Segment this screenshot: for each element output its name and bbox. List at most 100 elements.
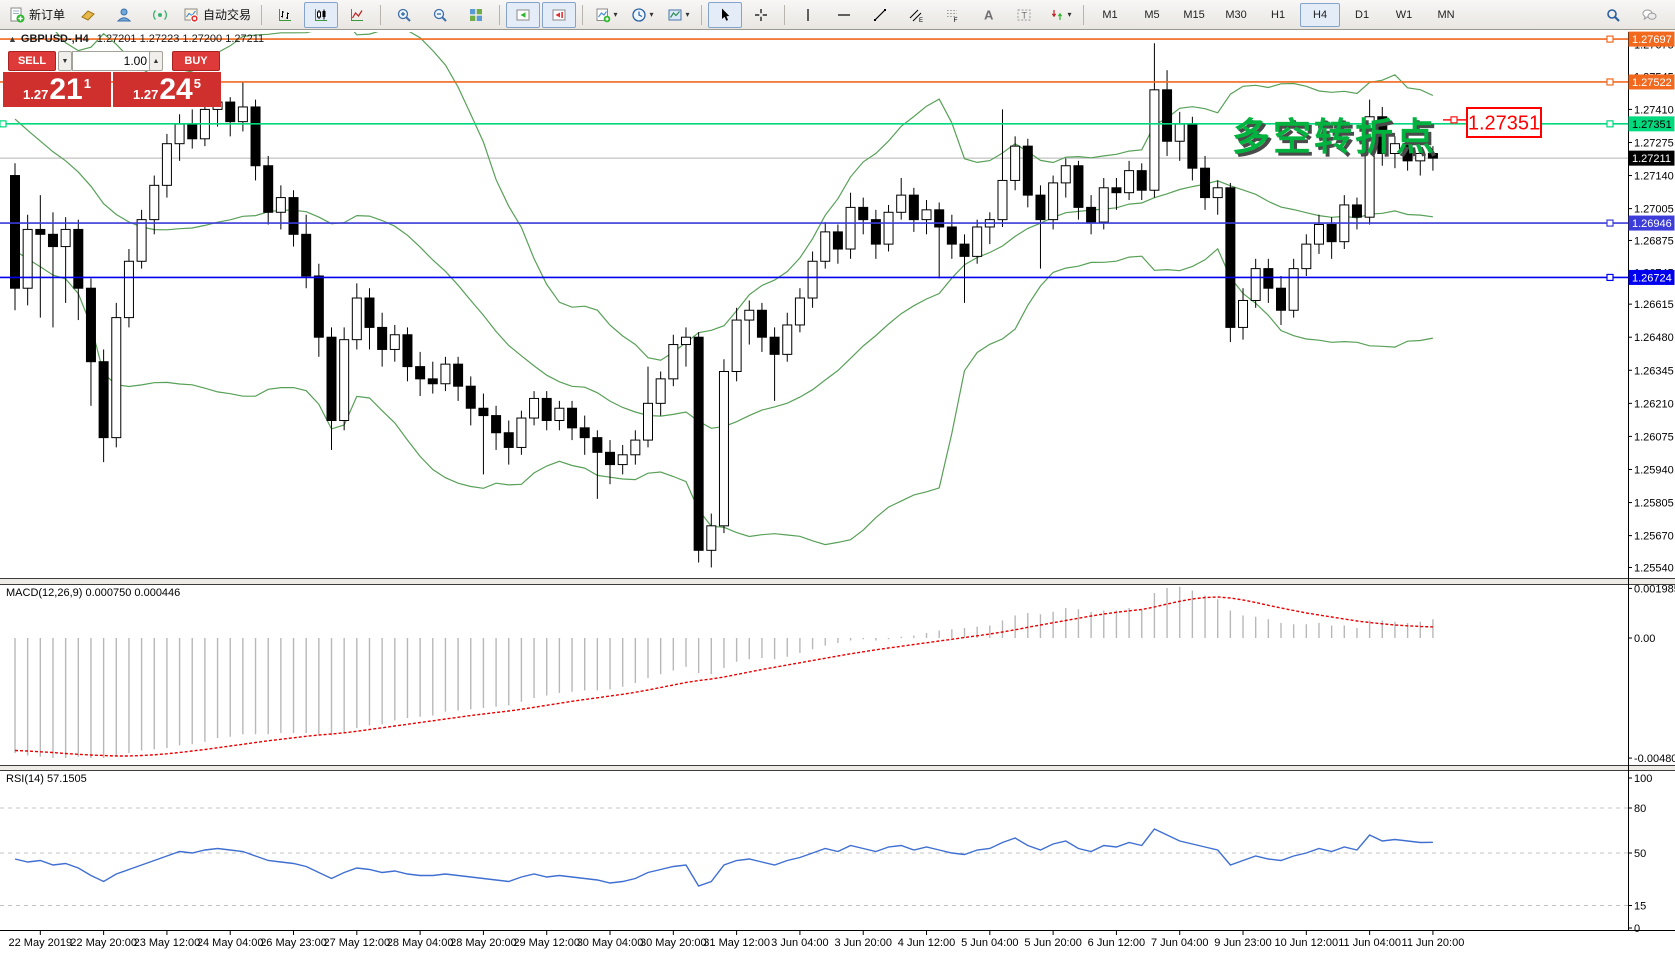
macd-axis-label: 0.00 bbox=[1634, 633, 1655, 645]
horizontal-line-button[interactable] bbox=[827, 2, 861, 28]
candle bbox=[1174, 123, 1185, 142]
level-handle[interactable] bbox=[0, 120, 7, 128]
line-chart-button[interactable] bbox=[340, 2, 374, 28]
fibonacci-button[interactable]: F bbox=[935, 2, 969, 28]
text-label-button[interactable]: T bbox=[1007, 2, 1041, 28]
new-order-button[interactable]: 新订单 bbox=[5, 2, 69, 28]
buy-button[interactable]: BUY bbox=[172, 51, 220, 71]
volume-increment-button[interactable]: ▲ bbox=[149, 51, 163, 71]
timeframe-M1-button[interactable]: M1 bbox=[1102, 8, 1118, 21]
level-handle[interactable] bbox=[1606, 273, 1614, 282]
time-axis-label: 28 May 20:00 bbox=[450, 937, 517, 949]
rsi-axis-label: 100 bbox=[1634, 773, 1652, 785]
time-axis-label: 7 Jun 04:00 bbox=[1151, 937, 1209, 949]
timeframe-D1-button[interactable]: D1 bbox=[1355, 8, 1370, 21]
price-badge-text: 1.27351 bbox=[1632, 119, 1672, 131]
zoom-in-button[interactable] bbox=[387, 2, 421, 28]
chart-canvas[interactable]: 1.273511.276751.275451.274101.272751.271… bbox=[0, 30, 1675, 953]
profiles-button[interactable]: ▾ bbox=[625, 2, 659, 28]
candle bbox=[680, 336, 691, 346]
line-chart-icon bbox=[351, 8, 364, 21]
auto-trading-button[interactable]: 自动交易 bbox=[179, 2, 255, 28]
candle bbox=[1022, 145, 1033, 196]
text-icon: A bbox=[984, 7, 994, 22]
buy-price[interactable]: 1.27 24 5 bbox=[113, 72, 221, 107]
toolbar: 新订单 自动交易 ▾ ▾ ▾ E F A T ▾ M1 M5 M15 M30 H1 H4 D1 W1 MN bbox=[0, 0, 1675, 30]
crosshair-button[interactable] bbox=[744, 2, 778, 28]
new-chart-icon bbox=[596, 8, 610, 22]
chat-button[interactable] bbox=[1632, 2, 1666, 28]
arrows-button[interactable]: ▾ bbox=[1043, 2, 1077, 28]
candle bbox=[326, 336, 337, 421]
pane-splitter[interactable] bbox=[0, 578, 1675, 585]
timeframe-M30-button[interactable]: M30 bbox=[1225, 8, 1247, 21]
auto-scroll-button[interactable] bbox=[506, 1, 541, 28]
candle bbox=[605, 451, 616, 466]
zoom-out-button[interactable] bbox=[423, 2, 457, 28]
new-chart-button[interactable]: ▾ bbox=[589, 2, 623, 28]
candle bbox=[1276, 287, 1286, 311]
search-button[interactable] bbox=[1596, 2, 1630, 28]
tile-windows-button[interactable] bbox=[459, 2, 493, 28]
time-axis-label: 10 Jun 12:00 bbox=[1275, 937, 1339, 949]
floating-price-label-box[interactable] bbox=[1466, 107, 1542, 138]
macd-pane[interactable] bbox=[14, 586, 1434, 758]
candle bbox=[908, 194, 919, 221]
candle bbox=[668, 344, 679, 380]
candle bbox=[339, 339, 350, 421]
candle bbox=[1212, 187, 1223, 199]
candle bbox=[453, 363, 464, 387]
candle bbox=[47, 233, 58, 248]
profile-button[interactable] bbox=[107, 2, 141, 28]
signal-button[interactable] bbox=[143, 2, 177, 28]
chart-window[interactable]: 1.273511.276751.275451.274101.272751.271… bbox=[0, 30, 1675, 953]
time-axis-label: 29 May 12:00 bbox=[513, 937, 580, 949]
candle bbox=[35, 228, 46, 235]
level-handle[interactable] bbox=[1606, 120, 1614, 128]
candle bbox=[516, 417, 527, 448]
pane-splitter[interactable] bbox=[0, 765, 1675, 771]
timeframe-M15-button[interactable]: M15 bbox=[1183, 8, 1205, 21]
price-label-handle[interactable] bbox=[1450, 116, 1458, 124]
cursor-button[interactable] bbox=[708, 1, 743, 28]
time-axis-label: 30 May 04:00 bbox=[577, 937, 644, 949]
candle bbox=[554, 407, 565, 421]
level-handle[interactable] bbox=[1606, 219, 1614, 227]
volume-decrement-button[interactable]: ▼ bbox=[58, 51, 72, 71]
rsi-pane[interactable] bbox=[0, 807, 1628, 906]
candle bbox=[997, 179, 1008, 221]
template-button[interactable]: ▾ bbox=[661, 2, 695, 28]
candlestick-button[interactable] bbox=[304, 1, 339, 28]
candlestick-icon bbox=[315, 8, 328, 21]
sell-price-sup: 1 bbox=[83, 76, 91, 91]
timeframe-H4-button[interactable]: H4 bbox=[1300, 2, 1341, 27]
channel-button[interactable]: E bbox=[899, 2, 933, 28]
candle bbox=[744, 309, 755, 321]
sell-price[interactable]: 1.27 21 1 bbox=[3, 72, 111, 107]
volume-input[interactable] bbox=[72, 51, 152, 71]
bollinger-upper-band bbox=[55, 32, 1434, 361]
candle bbox=[820, 231, 831, 262]
candle bbox=[706, 525, 717, 551]
price-pane[interactable] bbox=[0, 30, 1628, 568]
eraser-button[interactable] bbox=[71, 2, 105, 28]
timeframe-W1-button[interactable]: W1 bbox=[1395, 8, 1413, 21]
level-handle[interactable] bbox=[1606, 78, 1614, 86]
search-icon bbox=[1607, 8, 1620, 22]
timeframe-H1-button[interactable]: H1 bbox=[1271, 8, 1286, 21]
chart-annotation-text: 多空转折点 bbox=[1232, 117, 1438, 159]
symbol-name: GBPUSD-,H4 bbox=[20, 33, 89, 45]
chart-shift-button[interactable] bbox=[542, 1, 577, 28]
time-axis-label: 11 Jun 04:00 bbox=[1338, 937, 1401, 949]
chart-shift-icon bbox=[552, 9, 566, 20]
timeframe-MN-button[interactable]: MN bbox=[1437, 8, 1455, 21]
vertical-line-button[interactable] bbox=[791, 2, 825, 28]
level-handle[interactable] bbox=[1606, 35, 1614, 43]
sell-button[interactable]: SELL bbox=[8, 51, 56, 71]
trendline-button[interactable] bbox=[863, 2, 897, 28]
bar-chart-button[interactable] bbox=[268, 2, 302, 28]
timeframe-M5-button[interactable]: M5 bbox=[1144, 8, 1160, 21]
text-button[interactable]: A bbox=[971, 2, 1005, 28]
candle bbox=[655, 378, 666, 404]
